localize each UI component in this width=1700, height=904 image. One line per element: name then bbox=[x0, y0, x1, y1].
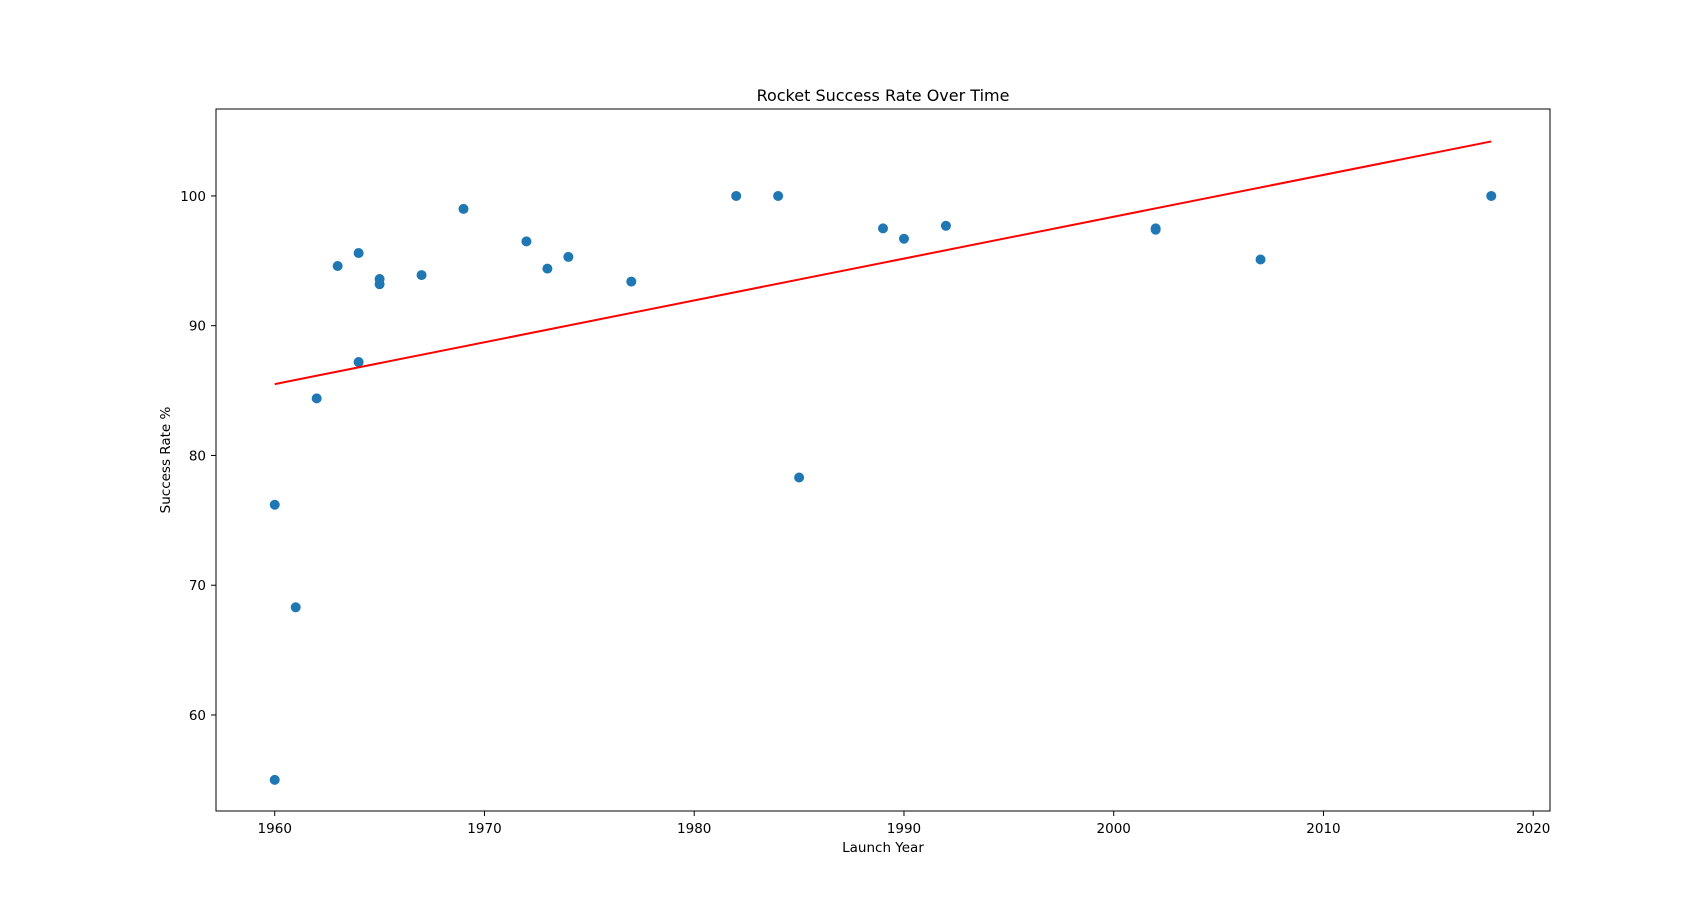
y-axis-label: Success Rate % bbox=[158, 406, 174, 513]
scatter-point bbox=[290, 602, 301, 613]
scatter-point bbox=[542, 263, 553, 274]
scatter-point bbox=[311, 393, 322, 404]
scatter-point bbox=[878, 223, 888, 234]
y-tick-label: 90 bbox=[189, 319, 206, 335]
scatter-point bbox=[1255, 254, 1266, 265]
scatter-point bbox=[269, 774, 280, 785]
x-axis-label: Launch Year bbox=[842, 840, 924, 856]
scatter-point bbox=[773, 190, 784, 201]
scatter-point bbox=[353, 357, 364, 368]
x-tick-label: 1980 bbox=[677, 821, 711, 837]
x-tick-label: 1960 bbox=[258, 821, 292, 837]
scatter-point bbox=[898, 233, 909, 244]
plot-frame bbox=[215, 108, 1551, 812]
y-tick-label: 100 bbox=[180, 189, 206, 205]
x-tick-label: 2020 bbox=[1516, 821, 1550, 837]
scatter-point bbox=[626, 276, 637, 287]
scatter-point bbox=[1486, 190, 1497, 201]
scatter-point bbox=[521, 236, 532, 247]
scatter-point bbox=[374, 279, 385, 290]
scatter-point bbox=[353, 248, 364, 259]
chart-title: Rocket Success Rate Over Time bbox=[757, 86, 1010, 105]
x-tick-label: 2000 bbox=[1097, 821, 1131, 837]
data-marks bbox=[269, 140, 1497, 785]
y-tick-label: 70 bbox=[189, 578, 206, 594]
x-tick-label: 1990 bbox=[887, 821, 921, 837]
y-tick-label: 60 bbox=[189, 708, 206, 724]
scatter-point bbox=[731, 190, 742, 201]
trend-line bbox=[274, 140, 1492, 386]
scatter-point bbox=[940, 220, 951, 231]
scatter-point bbox=[416, 270, 427, 281]
scatter-point bbox=[458, 203, 469, 214]
x-tick-label: 2010 bbox=[1306, 821, 1340, 837]
scatter-point bbox=[269, 499, 280, 510]
x-tick-label: 1970 bbox=[467, 821, 501, 837]
scatter-point bbox=[332, 261, 343, 272]
x-axis-ticks: 1960 1970 1980 1990 2000 2010 2020 bbox=[258, 811, 1550, 837]
y-axis-ticks: 60 70 80 90 100 bbox=[180, 189, 216, 724]
plot-area bbox=[216, 109, 1550, 811]
scatter-point bbox=[563, 251, 574, 262]
scatter-point bbox=[794, 472, 805, 483]
y-tick-label: 80 bbox=[189, 448, 206, 464]
scatter-point bbox=[1150, 223, 1161, 234]
